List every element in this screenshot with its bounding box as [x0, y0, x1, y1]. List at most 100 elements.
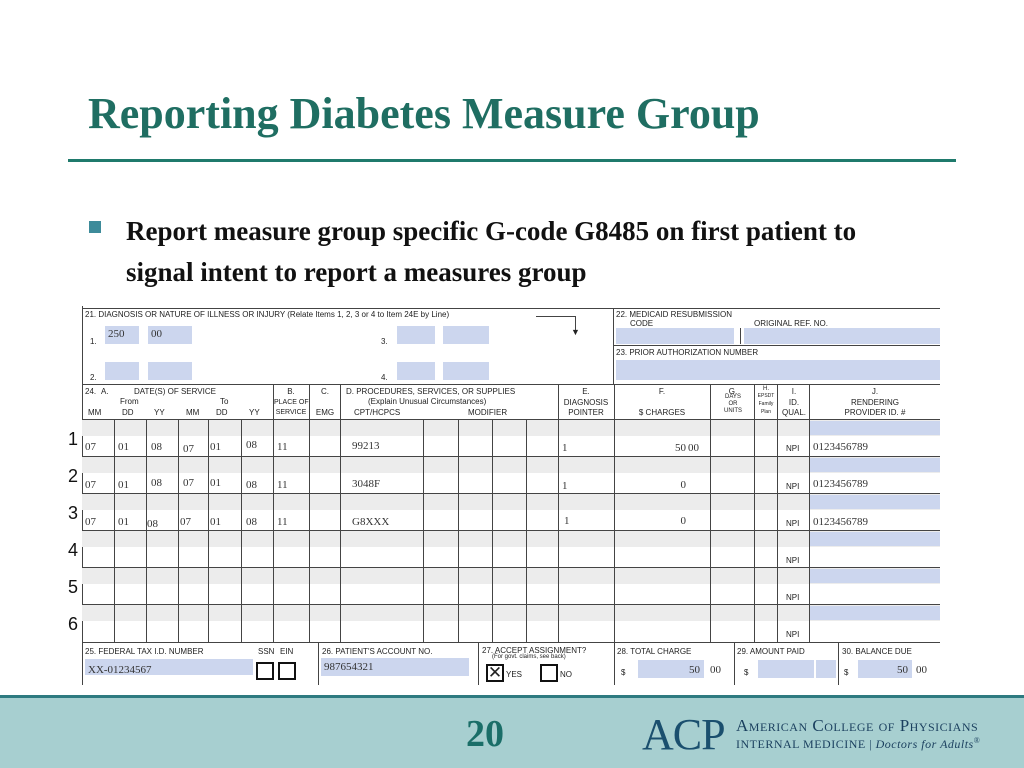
- ein-checkbox: [278, 662, 296, 680]
- registered-mark: ®: [973, 736, 981, 745]
- h-d2: CPT/HCPCS: [354, 408, 401, 417]
- h-h3: Plan: [760, 409, 771, 415]
- col-divider: [178, 419, 179, 643]
- page-number: 20: [466, 713, 504, 755]
- row-separator: [82, 456, 940, 457]
- paid-cents-field: [816, 660, 836, 678]
- row3-band: [82, 494, 940, 510]
- dx2-num: 2.: [90, 373, 97, 382]
- bullet-square-icon: [89, 221, 101, 233]
- col-divider: [273, 384, 274, 643]
- h-f: F.: [658, 387, 666, 396]
- row2-from-dd: 01: [118, 479, 129, 491]
- org-tagline: INTERNAL MEDICINE | Doctors for Adults®: [736, 736, 980, 752]
- h-i2: QUAL.: [781, 408, 806, 417]
- dx1-field-a: [105, 326, 139, 344]
- row2-pos: 11: [277, 479, 288, 491]
- row-number: 1: [68, 429, 79, 449]
- row3-npi-label: NPI: [786, 519, 800, 528]
- h-24: 24.: [85, 387, 97, 396]
- box23-field: [616, 360, 940, 380]
- arrow-down-icon: ▼: [571, 327, 580, 337]
- slide-title: Reporting Diabetes Measure Group: [88, 89, 760, 138]
- no-label: NO: [560, 670, 572, 679]
- dx1-field-b: [148, 326, 192, 344]
- balance-field: [858, 660, 912, 678]
- dx3-field-a: [397, 326, 435, 344]
- box27-label: 27. ACCEPT ASSIGNMENT?: [482, 646, 587, 655]
- row1-cents: 00: [688, 442, 699, 454]
- h-dates: DATE(S) OF SERVICE: [134, 387, 216, 396]
- box28-divider: [614, 643, 615, 685]
- row6-id-field: [810, 606, 940, 620]
- h-c: C.: [321, 387, 329, 396]
- row2-to-dd: 01: [210, 477, 221, 489]
- pointer-line-down: [575, 316, 576, 330]
- h-j1: RENDERING: [850, 398, 899, 407]
- row-number: 6: [68, 614, 79, 634]
- total-field: [638, 660, 704, 678]
- row1-cpt: 99213: [352, 440, 380, 452]
- box22-ref: ORIGINAL REF. NO.: [754, 319, 828, 328]
- h-g2: OR: [728, 401, 738, 407]
- row1-charge: 50: [675, 442, 686, 454]
- box30-label: 30. BALANCE DUE: [842, 647, 912, 656]
- dx2-field-b: [148, 362, 192, 380]
- h-dd2: DD: [216, 408, 228, 417]
- h-b1: PLACE OF: [274, 399, 309, 406]
- row3-to-yy: 08: [246, 516, 257, 528]
- box22-sub-divider: [740, 328, 741, 344]
- box29-label: 29. AMOUNT PAID: [737, 647, 805, 656]
- col-divider: [754, 384, 755, 643]
- row1-to-dd: 01: [210, 441, 221, 453]
- h-mm1: MM: [88, 408, 102, 417]
- box27-divider: [478, 643, 479, 685]
- yes-label: YES: [506, 670, 523, 679]
- org-name: American College of Physicians: [736, 716, 979, 735]
- row3-pos: 11: [277, 516, 288, 528]
- row2-cpt: 3048F: [352, 478, 381, 490]
- col-divider: [309, 384, 310, 643]
- row1-npi-value: 0123456789: [813, 441, 868, 453]
- col-divider: [809, 384, 810, 643]
- row5-band: [82, 568, 940, 584]
- col-divider: [423, 419, 424, 643]
- row1-to-yy: 08: [246, 439, 257, 451]
- row1-pos: 11: [277, 441, 288, 453]
- row3-cpt: G8XXX: [352, 516, 390, 528]
- row3-from-dd: 01: [118, 516, 129, 528]
- box22-ref-field: [744, 328, 940, 344]
- box26-divider: [318, 643, 319, 685]
- balance-value: 50: [897, 664, 908, 676]
- box26-label: 26. PATIENT'S ACCOUNT NO.: [322, 647, 433, 656]
- dx1-suffix: 00: [151, 328, 162, 340]
- row2-from-mm: 07: [85, 479, 96, 491]
- row3-from-yy: 08: [147, 518, 158, 530]
- col-divider: [458, 419, 459, 643]
- row1-id-field: [810, 421, 940, 435]
- box22-code: CODE: [630, 319, 654, 328]
- row2-to-mm: 07: [183, 477, 194, 489]
- footer-rule: [0, 695, 1024, 698]
- no-checkbox: [540, 664, 558, 682]
- row1-to-mm: 07: [183, 443, 194, 455]
- h-mm2: MM: [186, 408, 200, 417]
- row3-to-dd: 01: [210, 516, 221, 528]
- row3-to-mm: 07: [180, 516, 191, 528]
- col-divider: [492, 419, 493, 643]
- dx4-num: 4.: [381, 373, 388, 382]
- ssn-checkbox: [256, 662, 274, 680]
- row3-id-field: [810, 495, 940, 509]
- h-g1: DAYS: [725, 394, 741, 400]
- box24-header-bottom: [82, 419, 940, 420]
- form-top-border: [82, 308, 940, 309]
- h-b: B.: [287, 387, 295, 396]
- row-separator: [82, 567, 940, 568]
- h-j: J.: [871, 387, 879, 396]
- col-divider: [777, 384, 778, 643]
- footer-bar: [0, 698, 1024, 768]
- row-number: 2: [68, 466, 79, 486]
- col-divider: [340, 384, 341, 643]
- h-b2: SERVICE: [275, 409, 307, 416]
- paid-field: [758, 660, 814, 678]
